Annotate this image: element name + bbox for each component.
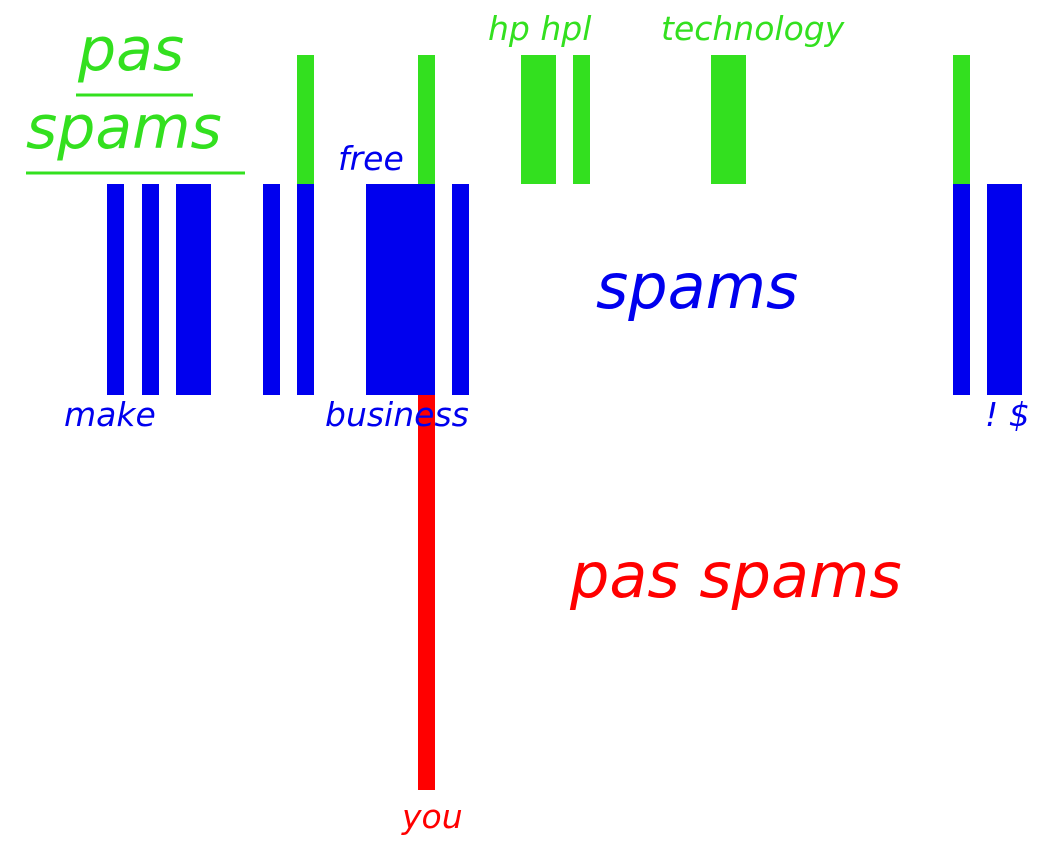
spams-bar <box>366 184 435 395</box>
label-pas-spams-class: pas spams <box>570 539 902 612</box>
pas-spams-bar <box>711 55 746 184</box>
spams-bar <box>987 184 1022 395</box>
label-hp-hpl: hp hpl <box>488 9 592 48</box>
pas-spams-bars <box>297 55 970 184</box>
spams-bar <box>297 184 314 395</box>
spams-bar <box>263 184 280 395</box>
pas-spams-bar <box>953 55 970 184</box>
spams-bars <box>107 184 1022 395</box>
spams-bar <box>452 184 469 395</box>
pas-spams-bar <box>418 55 435 184</box>
label-symbols: ! $ <box>985 395 1030 434</box>
pas-spams-bar <box>521 55 556 184</box>
label-spams-class: spams <box>596 250 799 323</box>
title-pas: pas <box>78 15 185 85</box>
spams-bar <box>176 184 211 395</box>
spams-bar <box>142 184 159 395</box>
label-free: free <box>338 139 404 178</box>
label-technology: technology <box>661 9 845 48</box>
label-business: business <box>325 395 469 434</box>
pas-spams-bar <box>297 55 314 184</box>
pas-spams-bar <box>573 55 590 184</box>
spams-bar <box>107 184 124 395</box>
title-spams: spams <box>26 93 222 163</box>
label-make: make <box>64 395 156 434</box>
label-you: you <box>402 797 463 836</box>
spams-bar <box>953 184 970 395</box>
you-branch-bar <box>418 395 435 790</box>
